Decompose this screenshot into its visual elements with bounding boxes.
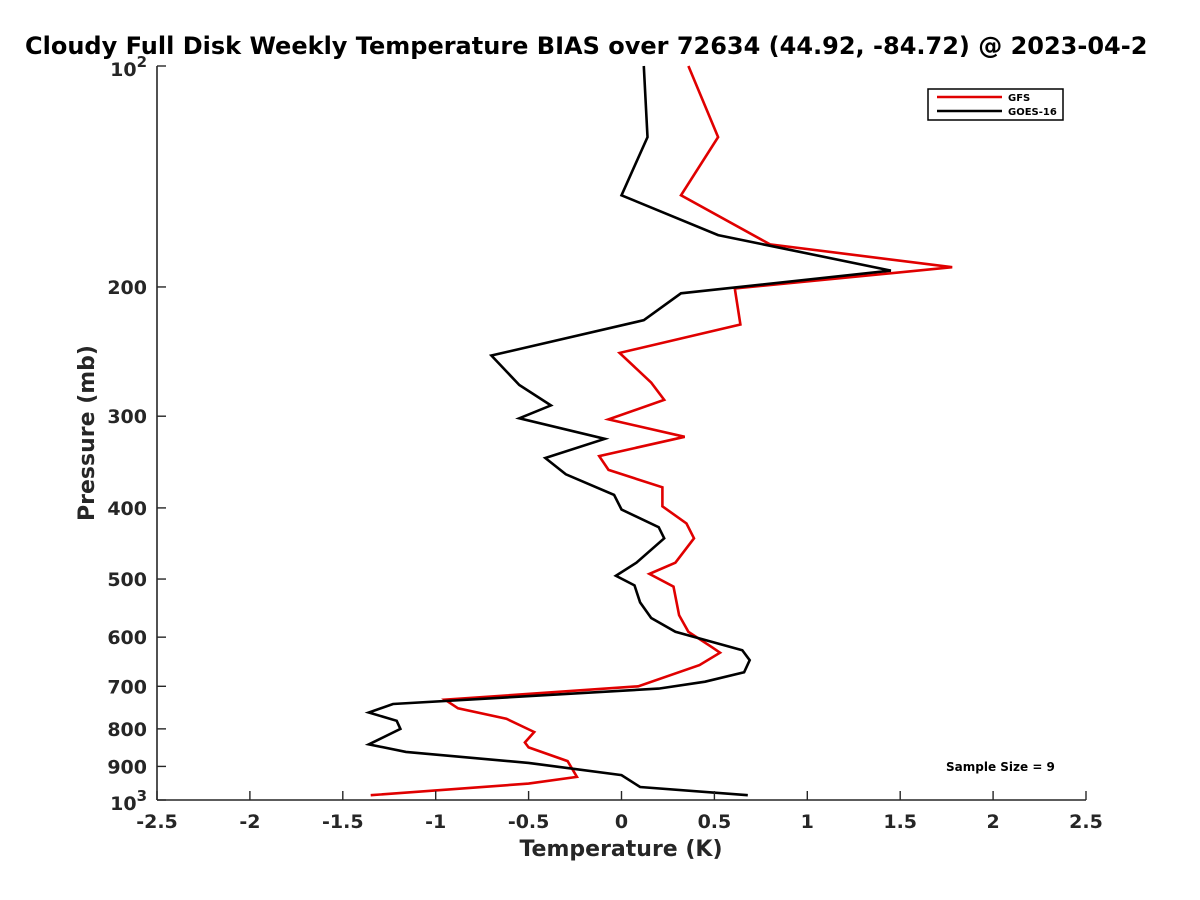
x-tick-label: -1 <box>425 811 446 833</box>
sample-size-note: Sample Size = 9 <box>946 760 1055 774</box>
y-tick-label: 103 <box>110 787 147 815</box>
x-tick-label: -1.5 <box>322 811 364 833</box>
x-tick-label: 2 <box>986 811 999 833</box>
x-tick-label: 0.5 <box>698 811 732 833</box>
chart-title: Cloudy Full Disk Weekly Temperature BIAS… <box>25 32 1147 60</box>
plot-lines <box>364 65 953 797</box>
y-axis-label: Pressure (mb) <box>75 345 100 521</box>
y-tick-label: 500 <box>107 569 147 591</box>
x-axis-ticks: -2.5 -2 -1.5 -1 -0.5 0 0.5 1 1.5 2 2.5 <box>136 791 1103 833</box>
x-tick-label: 1.5 <box>883 811 917 833</box>
y-tick-label: 900 <box>107 756 147 778</box>
y-tick-label: 800 <box>107 719 147 741</box>
x-tick-label: -2 <box>239 811 260 833</box>
y-tick-label: 400 <box>107 498 147 520</box>
legend-label-gfs: GFS <box>1008 93 1030 104</box>
y-axis-ticks: 102 200 300 400 500 600 700 800 900 103 <box>107 53 166 815</box>
x-axis-label: Temperature (K) <box>519 837 722 862</box>
legend: GFS GOES-16 <box>927 88 1064 121</box>
x-tick-label: 2.5 <box>1069 811 1103 833</box>
legend-box <box>927 88 1064 121</box>
series-line-goes16 <box>364 65 892 797</box>
y-tick-label: 300 <box>107 406 147 428</box>
series-line-gfs <box>370 65 953 797</box>
x-tick-label: 1 <box>801 811 814 833</box>
y-tick-label: 600 <box>107 627 147 649</box>
x-tick-label: 0 <box>615 811 628 833</box>
x-tick-label: -2.5 <box>136 811 178 833</box>
y-tick-label: 700 <box>107 676 147 698</box>
y-tick-label: 200 <box>107 277 147 299</box>
legend-label-goes16: GOES-16 <box>1008 107 1057 118</box>
y-tick-label: 102 <box>110 53 147 81</box>
x-tick-label: -0.5 <box>508 811 550 833</box>
